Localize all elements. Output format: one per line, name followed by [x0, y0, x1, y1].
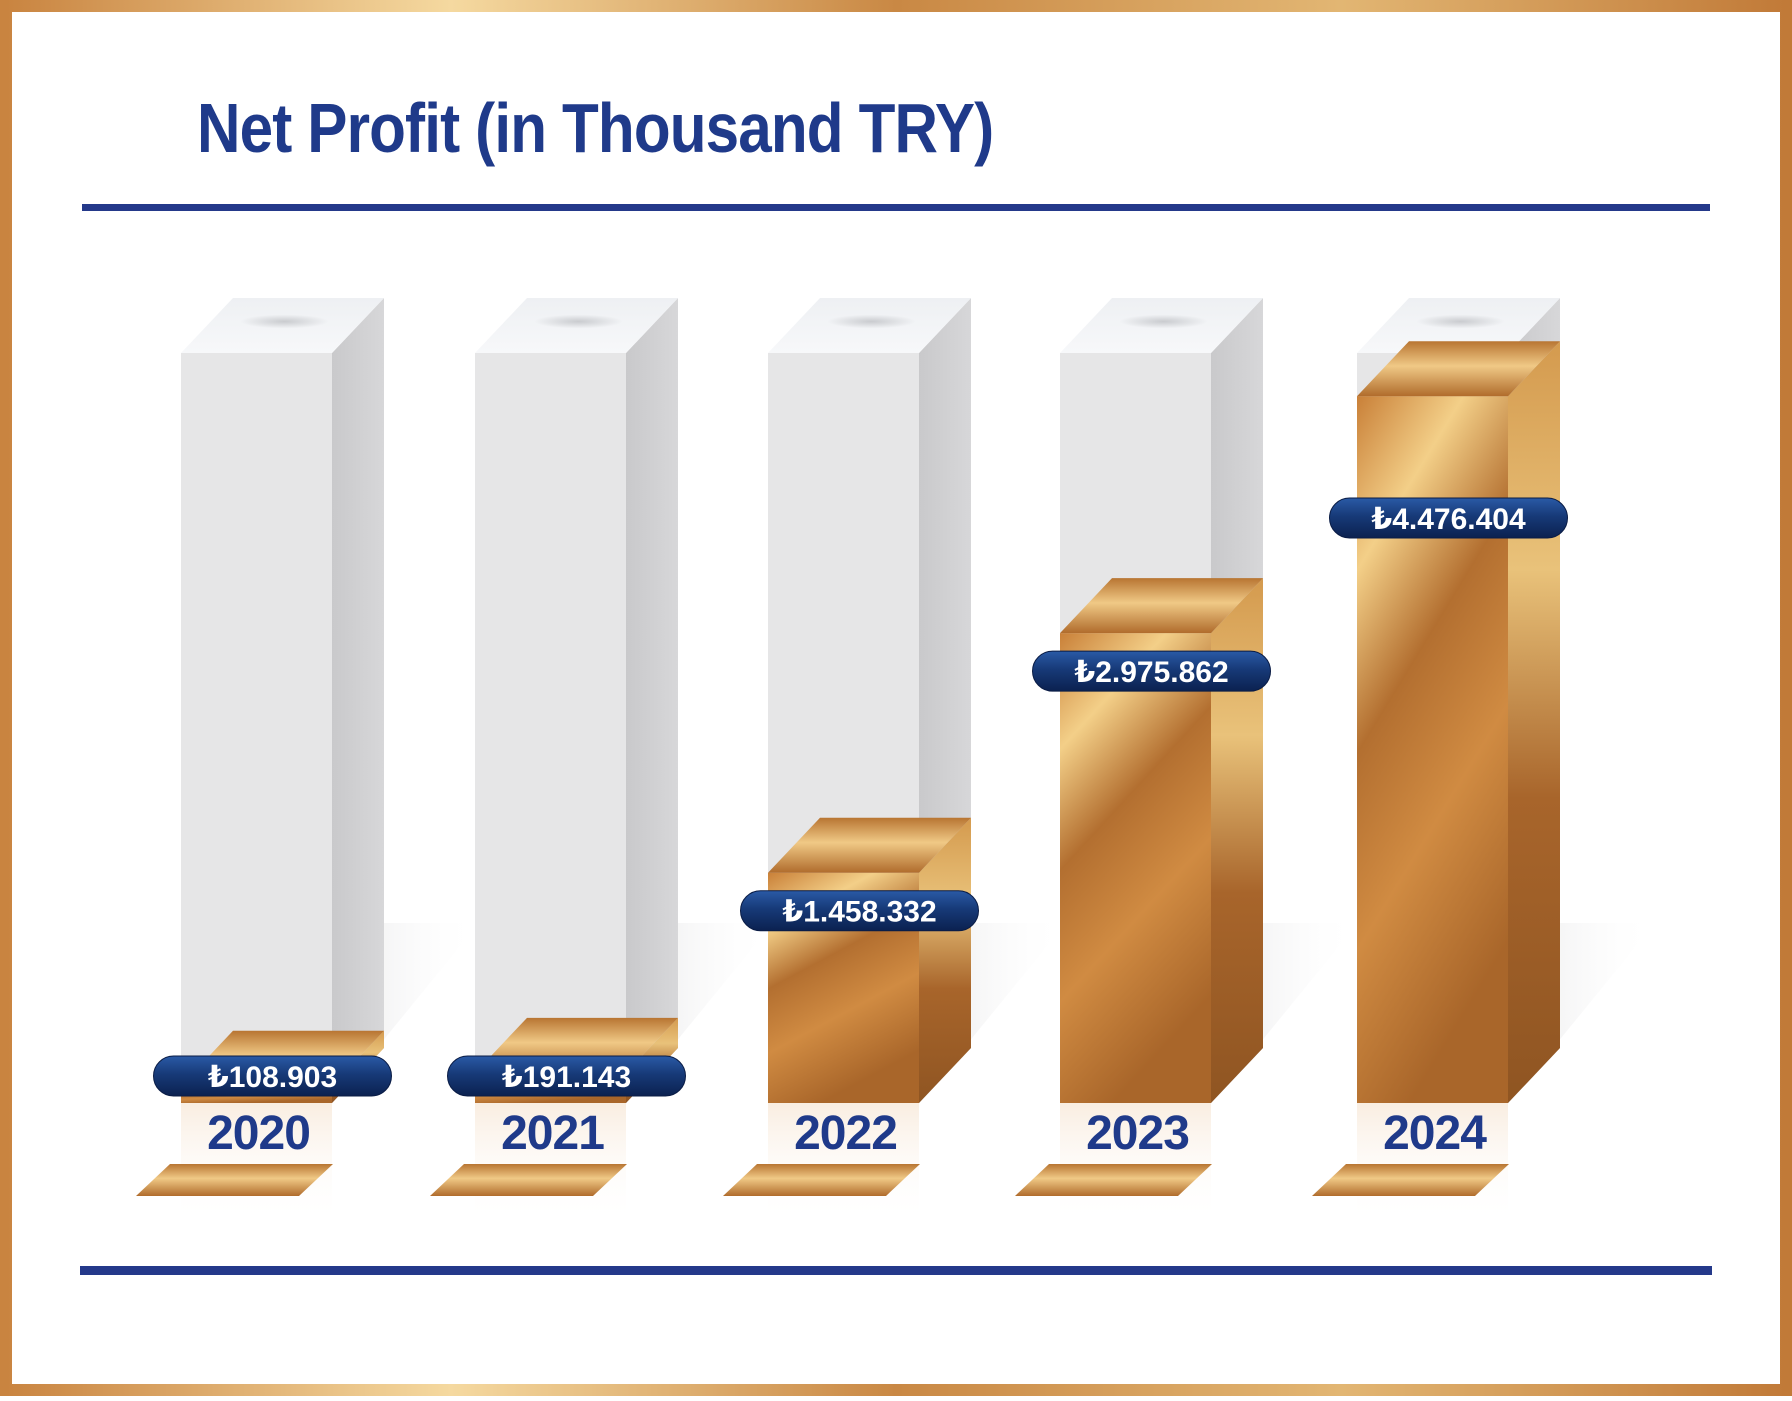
value-label: ₺108.903 — [208, 1061, 337, 1094]
value-label-pill — [447, 1055, 686, 1097]
bar-group-2023: 2023 ₺2.975.862 — [1015, 298, 1358, 1223]
category-label: 2024 — [1383, 1107, 1487, 1160]
value-bar-top — [1060, 578, 1263, 634]
value-bar-side — [1211, 578, 1263, 1103]
base-plate — [723, 1164, 920, 1196]
bar-reflection — [475, 1103, 626, 1223]
value-label: ₺1.458.332 — [782, 896, 936, 929]
chart-title: Net Profit (in Thousand TRY) — [197, 89, 994, 167]
value-label-pill — [1329, 497, 1568, 539]
column-top-shade — [827, 314, 916, 329]
category-label: 2022 — [794, 1107, 897, 1160]
value-bar-side — [919, 817, 971, 1103]
category-label: 2021 — [501, 1107, 604, 1160]
column-side — [332, 298, 384, 1103]
bar-reflection — [1357, 1103, 1508, 1223]
column-front — [475, 353, 626, 1103]
bar-group-2021: 2021 ₺191.143 — [430, 298, 773, 1223]
bar-group-2024: 2024 ₺4.476.404 — [1312, 298, 1655, 1223]
value-bar-2023 — [1060, 633, 1211, 1103]
base-plate — [136, 1164, 333, 1196]
value-label: ₺2.975.862 — [1074, 656, 1228, 689]
value-label: ₺191.143 — [502, 1061, 631, 1094]
value-bar-top — [768, 817, 971, 873]
bar-group-2020: 2020 ₺108.903 — [136, 298, 479, 1223]
bar-reflection — [768, 1103, 919, 1223]
bottom-rule — [80, 1266, 1712, 1275]
title-rule — [82, 204, 1710, 211]
bar-group-2022: 2022 ₺1.458.332 — [723, 298, 1066, 1223]
base-plate — [1015, 1164, 1212, 1196]
base-plate — [430, 1164, 627, 1196]
column-top-shade — [240, 314, 329, 329]
value-label: ₺4.476.404 — [1371, 503, 1526, 536]
bar-reflection — [1060, 1103, 1211, 1223]
value-bar-side — [1508, 341, 1560, 1104]
base-plate — [1312, 1164, 1509, 1196]
bars-layer: 2020₺108.9032021₺191.1432022₺1.458.33220… — [136, 298, 1655, 1223]
column-top-shade — [1119, 314, 1208, 329]
value-label-pill — [740, 890, 979, 932]
column-top-shade — [534, 314, 623, 329]
value-label-pill — [153, 1055, 392, 1097]
value-bar-top — [1357, 341, 1560, 397]
column-front — [181, 353, 332, 1103]
value-label-pill — [1032, 650, 1271, 692]
category-label: 2023 — [1086, 1107, 1189, 1160]
category-label: 2020 — [207, 1107, 310, 1160]
bar-reflection — [181, 1103, 332, 1223]
column-side — [626, 298, 678, 1103]
column-top-shade — [1416, 314, 1505, 329]
